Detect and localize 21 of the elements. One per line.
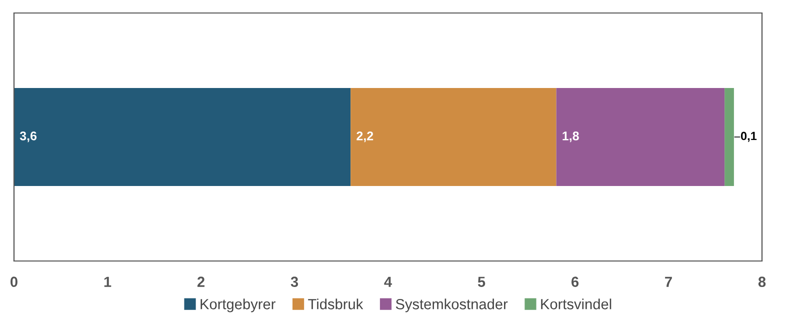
x-tick-label: 0 <box>10 276 18 287</box>
x-tick-label: 1 <box>104 276 112 287</box>
x-tick-label: 5 <box>478 276 486 287</box>
x-tick-label: 4 <box>384 276 392 287</box>
data-label: 2,2 <box>356 132 374 142</box>
legend-label: Kortsvindel <box>541 298 612 310</box>
bar <box>556 88 725 186</box>
x-tick-label: 2 <box>197 276 204 287</box>
x-tick-label: 6 <box>571 276 579 287</box>
legend-label: Systemkostnader <box>396 298 508 312</box>
bar <box>14 88 351 186</box>
x-tick-label: 8 <box>758 276 766 287</box>
x-tick-label: 7 <box>665 276 672 287</box>
x-tick-label: 3 <box>290 276 298 288</box>
data-label: 0,1 <box>740 132 757 142</box>
bar <box>724 88 734 186</box>
data-label: 3,6 <box>20 132 37 142</box>
legend-label: Tidsbruk <box>308 298 364 310</box>
data-label: 1,8 <box>562 132 579 142</box>
legend-label: Kortgebyrer <box>200 298 276 312</box>
bar <box>350 88 556 186</box>
